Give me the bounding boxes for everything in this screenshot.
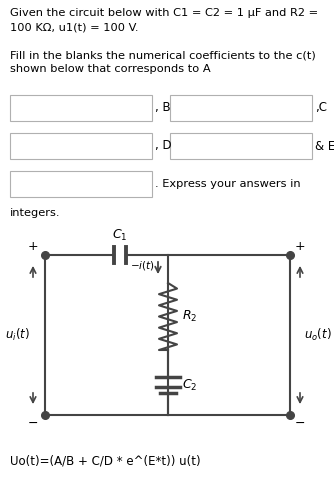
Text: $R_2$: $R_2$ [182,309,197,324]
Text: −: − [28,417,38,430]
Text: +: + [295,240,305,253]
FancyBboxPatch shape [170,133,312,159]
Text: , B: , B [155,101,171,114]
Text: $u_i(t)$: $u_i(t)$ [5,327,29,343]
FancyBboxPatch shape [10,95,152,121]
Text: & E: & E [315,140,334,152]
Text: $u_o(t)$: $u_o(t)$ [304,327,332,343]
Text: $-i(t)$: $-i(t)$ [130,259,155,272]
Text: integers.: integers. [10,208,60,218]
Text: Fill in the blanks the numerical coefficients to the c(t)
shown below that corre: Fill in the blanks the numerical coeffic… [10,50,316,74]
Text: $C_2$: $C_2$ [182,378,197,393]
Text: . Express your answers in: . Express your answers in [155,179,301,189]
Text: +: + [28,240,38,253]
Text: Uo(t)=(A/B + C/D * e^(E*t)) u(t): Uo(t)=(A/B + C/D * e^(E*t)) u(t) [10,455,201,468]
FancyBboxPatch shape [10,133,152,159]
FancyBboxPatch shape [170,95,312,121]
Text: , D: , D [155,140,172,152]
FancyBboxPatch shape [10,171,152,197]
Text: $C_1$: $C_1$ [112,228,128,243]
Text: ,C: ,C [315,101,327,114]
Text: −: − [295,417,305,430]
Text: Given the circuit below with C1 = C2 = 1 μF and R2 =
100 KΩ, u1(t) = 100 V.: Given the circuit below with C1 = C2 = 1… [10,8,318,32]
